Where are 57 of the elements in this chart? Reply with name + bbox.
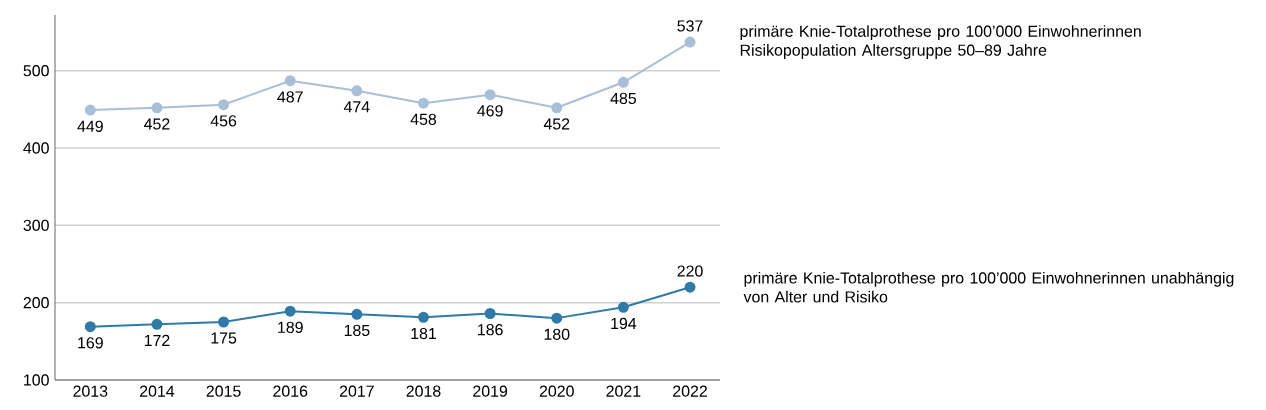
x-tick-label: 2016 bbox=[273, 385, 308, 397]
x-tick-label: 2018 bbox=[406, 385, 441, 397]
point bbox=[84, 104, 96, 116]
data-label: 485 bbox=[610, 92, 637, 105]
x-tick-label: 2013 bbox=[73, 385, 108, 397]
data-label: 452 bbox=[543, 118, 570, 130]
data-label: 169 bbox=[78, 337, 103, 349]
data-label: 180 bbox=[544, 328, 570, 340]
point bbox=[484, 308, 496, 319]
point bbox=[417, 311, 429, 323]
point bbox=[218, 316, 230, 328]
text: primäre Knie-Totalprothese pro 100’000 Einwohnerinnen Risikopopulation Altersgruppe 50–89 Jahre bbox=[740, 25, 1141, 59]
data-label: 194 bbox=[611, 317, 637, 330]
y-tick-label: 100 bbox=[24, 374, 49, 386]
data-label: 186 bbox=[478, 324, 503, 336]
point bbox=[84, 321, 96, 333]
point bbox=[218, 99, 230, 111]
point bbox=[551, 102, 563, 114]
data-label: 172 bbox=[144, 334, 170, 346]
data-label: 181 bbox=[411, 327, 436, 340]
data-label: 469 bbox=[477, 105, 503, 117]
data-label: 452 bbox=[144, 118, 170, 130]
data-label: 458 bbox=[410, 113, 437, 125]
x-tick-label: 2022 bbox=[673, 385, 707, 397]
x-tick-label: 2015 bbox=[206, 385, 241, 397]
data-label: 449 bbox=[77, 120, 103, 132]
point bbox=[151, 102, 163, 114]
x-tick-label: 2021 bbox=[606, 385, 641, 397]
y-tick-label: 500 bbox=[23, 65, 49, 77]
x-tick-label: 2017 bbox=[339, 385, 374, 397]
data-label: 537 bbox=[677, 20, 703, 32]
point bbox=[351, 308, 363, 320]
point bbox=[484, 89, 496, 101]
y-tick-label: 200 bbox=[23, 297, 49, 309]
data-label: 185 bbox=[344, 324, 370, 337]
text: primäre Knie-Totalprothese pro 100’000 Einwohnerinnen unabhängig von Alter und Risiko bbox=[743, 271, 1234, 303]
x-tick-label: 2020 bbox=[539, 385, 574, 397]
data-label: 456 bbox=[210, 115, 237, 127]
point bbox=[284, 305, 296, 317]
point bbox=[617, 301, 629, 313]
point bbox=[417, 97, 429, 109]
point bbox=[151, 318, 163, 330]
x-tick-label: 2014 bbox=[140, 385, 175, 397]
point bbox=[551, 312, 563, 324]
y-tick-label: 400 bbox=[23, 142, 49, 154]
data-label: 220 bbox=[677, 265, 703, 277]
data-label: 487 bbox=[277, 91, 303, 103]
point bbox=[351, 85, 363, 97]
x-tick-label: 2019 bbox=[473, 385, 508, 397]
point bbox=[617, 76, 629, 88]
data-label: 474 bbox=[343, 101, 370, 113]
point bbox=[684, 36, 696, 48]
data-label: 189 bbox=[278, 321, 303, 333]
y-tick-label: 300 bbox=[23, 219, 49, 231]
point bbox=[284, 75, 296, 87]
data-label: 175 bbox=[211, 332, 237, 344]
point bbox=[684, 281, 696, 293]
